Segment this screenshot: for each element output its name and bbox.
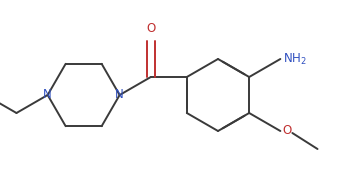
Text: N: N [115, 89, 124, 102]
Text: N: N [43, 89, 52, 102]
Text: O: O [146, 22, 155, 35]
Text: NH$_2$: NH$_2$ [283, 51, 307, 67]
Text: O: O [282, 124, 292, 137]
